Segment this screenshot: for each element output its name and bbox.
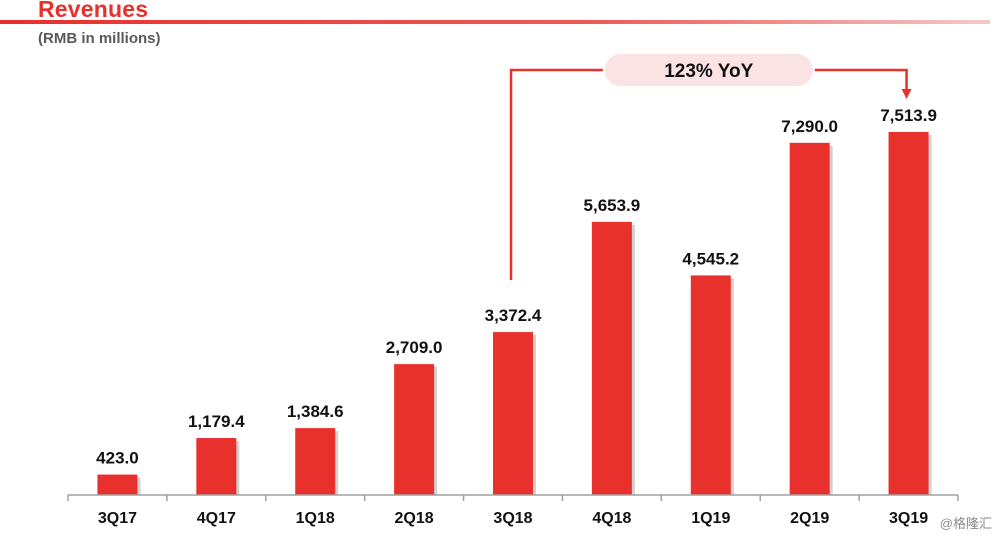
yoy-callout-text: 123% YoY (664, 61, 753, 82)
data-label-2q19: 7,290.0 (781, 117, 838, 136)
yoy-callout-pill (602, 52, 815, 88)
x-tick-label-3q19: 3Q19 (889, 510, 928, 527)
x-tick-label-4q18: 4Q18 (592, 510, 631, 527)
chart-title: Revenues (38, 0, 149, 22)
data-label-4q17: 1,179.4 (188, 412, 245, 431)
x-tick-label-3q17: 3Q17 (98, 510, 137, 527)
x-tick-label-2q19: 2Q19 (790, 510, 829, 527)
data-label-1q19: 4,545.2 (682, 249, 739, 268)
bars-layer: 423.0 1,179.4 1,384.6 2,709.0 3,372.4 5,653.9… (96, 106, 937, 495)
bar-1q18 (295, 428, 336, 495)
bar-4q17 (196, 438, 237, 495)
x-tick-label-1q18: 1Q18 (296, 510, 335, 527)
title-underline (0, 20, 990, 24)
x-axis: 3Q17 4Q17 1Q18 2Q18 3Q18 4Q18 1Q19 2Q19 3Q19 (67, 494, 959, 527)
x-tick-label-4q17: 4Q17 (197, 510, 236, 527)
bar-3q19 (888, 132, 929, 495)
bar-3q18 (493, 332, 533, 495)
watermark: @格隆汇 (939, 516, 992, 531)
yoy-annotation: 123% YoY (509, 52, 912, 280)
x-tick-label-1q19: 1Q19 (691, 510, 730, 527)
bar-4q18 (591, 221, 632, 495)
data-label-2q18: 2,709.0 (386, 338, 443, 357)
data-label-3q18: 3,372.4 (485, 306, 542, 325)
data-label-3q17: 423.0 (96, 449, 139, 468)
bar-2q18 (394, 364, 435, 495)
data-label-3q19: 7,513.9 (880, 106, 937, 125)
data-label-4q18: 5,653.9 (584, 196, 641, 215)
bar-1q19 (690, 275, 731, 495)
bar-2q19 (789, 142, 830, 495)
data-label-1q18: 1,384.6 (287, 402, 344, 421)
bar-3q17 (97, 474, 138, 495)
chart-subtitle: (RMB in millions) (38, 30, 161, 47)
x-tick-label-3q18: 3Q18 (493, 510, 532, 527)
x-tick-label-2q18: 2Q18 (395, 510, 434, 527)
